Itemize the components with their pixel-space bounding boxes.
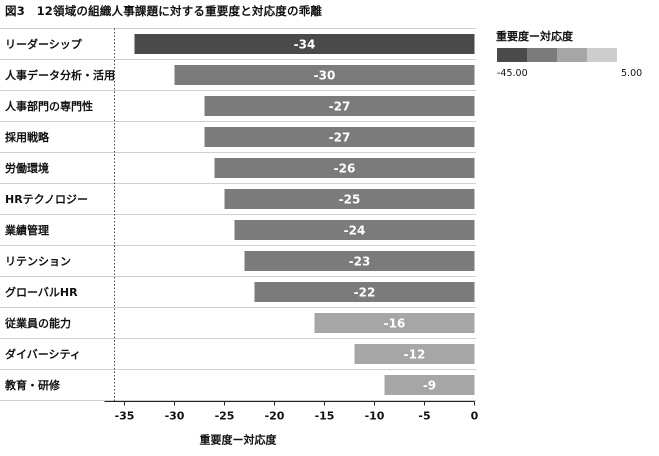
- bar-value-label: -16: [384, 317, 406, 331]
- x-tick-label: -10: [365, 410, 385, 423]
- bar: [224, 189, 475, 209]
- bar: [384, 375, 475, 395]
- bar: [204, 127, 475, 147]
- x-tick-label: -5: [418, 410, 430, 423]
- legend-max-label: 5.00: [621, 68, 643, 79]
- category-label: HRテクノロジー: [5, 193, 88, 206]
- bar-value-label: -9: [423, 379, 436, 393]
- legend-min-label: -45.00: [497, 68, 528, 79]
- legend-swatch-3: [557, 48, 587, 62]
- bar: [254, 282, 475, 302]
- bar: [234, 220, 475, 240]
- bar-value-label: -22: [354, 286, 376, 300]
- bar-value-label: -34: [294, 38, 316, 52]
- x-tick-label: -30: [165, 410, 185, 423]
- legend-color-scale: [497, 48, 617, 62]
- bar-value-label: -25: [339, 193, 361, 207]
- legend-title: 重要度ー対応度: [496, 30, 573, 43]
- x-tick-label: -35: [115, 410, 135, 423]
- bar-value-label: -24: [344, 224, 366, 238]
- legend-swatch-2: [527, 48, 557, 62]
- bar: [354, 344, 475, 364]
- bar: [134, 34, 475, 54]
- category-label: 労働環境: [5, 161, 49, 175]
- x-tick-label: -25: [215, 410, 235, 423]
- bar: [314, 313, 475, 333]
- bar: [204, 96, 475, 116]
- category-label: 人事部門の専門性: [5, 99, 93, 113]
- bar-value-label: -27: [329, 131, 351, 145]
- legend-swatch-1: [497, 48, 527, 62]
- category-label: グローバルHR: [5, 285, 78, 299]
- category-label: 教育・研修: [4, 378, 61, 392]
- category-label: ダイバーシティ: [5, 347, 81, 361]
- x-axis-title: 重要度ー対応度: [200, 433, 278, 447]
- category-label: 業績管理: [4, 223, 49, 237]
- x-tick-label: -15: [315, 410, 335, 423]
- category-label: リテンション: [5, 255, 71, 268]
- x-tick-label: 0: [471, 410, 479, 423]
- category-label: 従業員の能力: [4, 316, 71, 330]
- bar-value-label: -26: [334, 162, 356, 176]
- category-label: 人事データ分析・活用: [5, 68, 115, 82]
- category-label: 採用戦略: [5, 130, 50, 144]
- bar: [214, 158, 475, 178]
- bar: [174, 65, 475, 85]
- bar-value-label: -27: [329, 100, 351, 114]
- x-tick-label: -20: [265, 410, 285, 423]
- bar-value-label: -12: [404, 348, 426, 362]
- legend-swatch-4: [587, 48, 617, 62]
- bar-value-label: -23: [349, 255, 371, 269]
- figure-title: 図3 12領域の組織人事課題に対する重要度と対応度の乖離: [5, 4, 323, 18]
- bar-value-label: -30: [314, 69, 336, 83]
- category-label: リーダーシップ: [5, 37, 83, 51]
- bar: [244, 251, 475, 271]
